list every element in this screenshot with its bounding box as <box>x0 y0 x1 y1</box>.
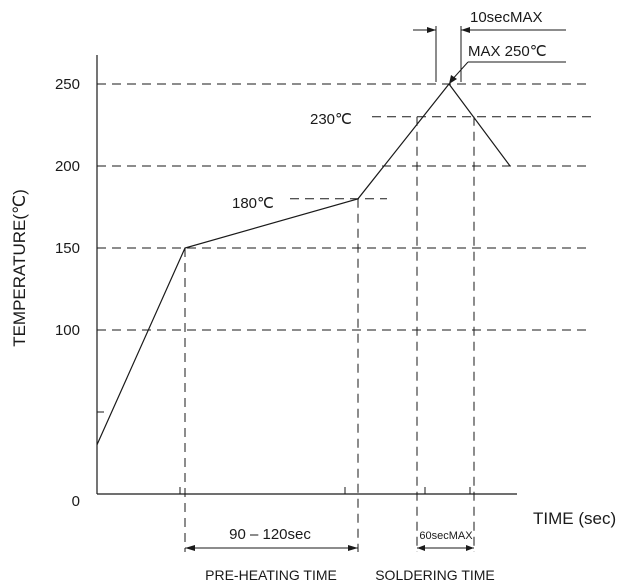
annotations <box>185 26 566 551</box>
profile-series <box>96 83 511 446</box>
label-solder-duration: 60secMAX <box>419 530 473 542</box>
y-tick-label-150: 150 <box>55 240 80 257</box>
peak-arrowhead <box>449 75 457 84</box>
guide-lines <box>97 83 592 552</box>
preheat-arrow-right <box>348 545 358 551</box>
axes <box>96 55 517 495</box>
x-axis-label: TIME (sec) <box>533 509 616 528</box>
preheat-arrow-left <box>185 545 195 551</box>
label-peak: MAX 250℃ <box>468 43 547 60</box>
ten-sec-left-arrowhead <box>427 27 436 33</box>
label-180c: 180℃ <box>232 195 274 212</box>
y-tick-label-250: 250 <box>55 76 80 93</box>
y-axis-label: TEMPERATURE(℃) <box>10 189 29 347</box>
profile-line <box>96 83 511 446</box>
y-tick-label-200: 200 <box>55 158 80 175</box>
label-preheat-duration: 90 – 120sec <box>229 526 311 543</box>
y-ticks: 0 100 150 200 250 <box>55 76 80 510</box>
solder-arrow-right <box>466 545 474 551</box>
label-preheating-time: PRE-HEATING TIME <box>205 567 337 583</box>
label-230c: 230℃ <box>310 111 352 128</box>
y-tick-label-100: 100 <box>55 322 80 339</box>
label-soldering-time: SOLDERING TIME <box>375 567 495 583</box>
solder-arrow-left <box>417 545 425 551</box>
ten-sec-right-arrowhead <box>461 27 470 33</box>
label-10sec: 10secMAX <box>470 9 543 26</box>
y-tick-label-0: 0 <box>72 493 80 510</box>
